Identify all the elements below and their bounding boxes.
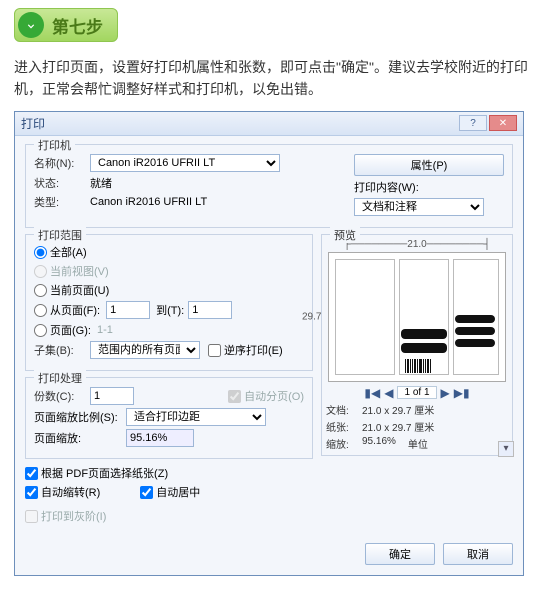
type-value: Canon iR2016 UFRII LT	[90, 196, 207, 208]
properties-button[interactable]: 属性(P)	[354, 154, 504, 176]
collate-checkbox: 自动分页(O)	[228, 388, 304, 404]
zoom-info-value: 95.16%	[362, 436, 396, 451]
nav-prev-icon[interactable]: ◀	[384, 386, 393, 400]
pdf-paper-checkbox[interactable]: 根据 PDF页面选择纸张(Z)	[25, 465, 168, 481]
status-value: 就绪	[90, 175, 112, 191]
copies-label: 份数(C):	[34, 388, 90, 404]
close-button[interactable]: ✕	[489, 115, 517, 131]
dialog-footer: 确定 取消	[15, 537, 523, 575]
step-label: 第七步	[52, 13, 103, 38]
unit-button[interactable]: ▾	[498, 441, 514, 457]
handling-legend: 打印处理	[34, 370, 86, 386]
radio-all[interactable]: 全部(A)	[34, 244, 87, 260]
doc-label: 文档:	[326, 402, 362, 417]
subset-label: 子集(B):	[34, 342, 90, 358]
status-label: 状态:	[34, 175, 90, 191]
preview-page	[328, 252, 506, 382]
dialog-title: 打印	[21, 115, 457, 132]
range-group: 打印范围 全部(A) 当前视图(V) 当前页面(U) 从页面(F): 到(T):…	[25, 234, 313, 371]
subset-select[interactable]: 范围内的所有页面	[90, 341, 200, 359]
doc-value: 21.0 x 29.7 厘米	[362, 402, 434, 417]
to-label: 到(T):	[156, 302, 184, 318]
zoom-input[interactable]	[126, 429, 194, 447]
cancel-button[interactable]: 取消	[443, 543, 513, 565]
gray-checkbox: 打印到灰阶(I)	[25, 508, 106, 524]
nav-last-icon[interactable]: ▶▮	[454, 386, 470, 400]
from-page-input[interactable]	[106, 301, 150, 319]
scale-label: 页面缩放比例(S):	[34, 409, 126, 425]
type-label: 类型:	[34, 194, 90, 210]
radio-current-page[interactable]: 当前页面(U)	[34, 282, 109, 298]
page-indicator: 1 of 1	[397, 386, 436, 399]
nav-next-icon[interactable]: ▶	[441, 386, 450, 400]
handling-group: 打印处理 份数(C): 自动分页(O) 页面缩放比例(S): 适合打印边距 页面…	[25, 377, 313, 459]
unit-label: 单位	[408, 436, 428, 451]
step-badge: 第七步	[14, 8, 118, 42]
instruction-text: 进入打印页面，设置好打印机属性和张数，即可点击"确定"。建议去学校附近的打印机，…	[14, 56, 536, 101]
radio-pages[interactable]: 页面(G):	[34, 322, 91, 338]
help-button[interactable]: ?	[459, 115, 487, 131]
radio-from-page[interactable]: 从页面(F):	[34, 302, 100, 318]
auto-center-checkbox[interactable]: 自动居中	[140, 484, 200, 500]
nav-first-icon[interactable]: ▮◀	[364, 386, 380, 400]
paper-value: 21.0 x 29.7 厘米	[362, 419, 434, 434]
to-page-input[interactable]	[188, 301, 232, 319]
content-select[interactable]: 文档和注释	[354, 198, 484, 216]
printer-group: 打印机 名称(N): Canon iR2016 UFRII LT 状态: 就绪 …	[25, 144, 513, 228]
printer-legend: 打印机	[34, 137, 75, 153]
scale-select[interactable]: 适合打印边距	[126, 408, 266, 426]
zoom-info-label: 缩放:	[326, 436, 362, 451]
pages-hint: 1-1	[97, 324, 113, 336]
content-label: 打印内容(W):	[354, 179, 419, 195]
preview-group: 预览 ├──────── 21.0 ────────┤ 29.7	[321, 234, 513, 456]
ok-button[interactable]: 确定	[365, 543, 435, 565]
titlebar: 打印 ? ✕	[15, 112, 523, 136]
copies-input[interactable]	[90, 387, 134, 405]
paper-label: 纸张:	[326, 419, 362, 434]
zoom-label: 页面缩放:	[34, 430, 126, 446]
reverse-checkbox[interactable]: 逆序打印(E)	[208, 342, 283, 358]
range-legend: 打印范围	[34, 227, 86, 243]
arrow-down-circle-icon	[18, 12, 44, 38]
preview-nav: ▮◀ ◀ 1 of 1 ▶ ▶▮	[326, 386, 508, 400]
radio-current-view: 当前视图(V)	[34, 263, 109, 279]
ruler-height: 29.7	[302, 311, 321, 322]
auto-rotate-checkbox[interactable]: 自动缩转(R)	[25, 484, 100, 500]
name-label: 名称(N):	[34, 155, 90, 171]
preview-legend: 预览	[330, 227, 360, 243]
printer-select[interactable]: Canon iR2016 UFRII LT	[90, 154, 280, 172]
print-dialog: 打印 ? ✕ 打印机 名称(N): Canon iR2016 UFRII LT …	[14, 111, 524, 576]
